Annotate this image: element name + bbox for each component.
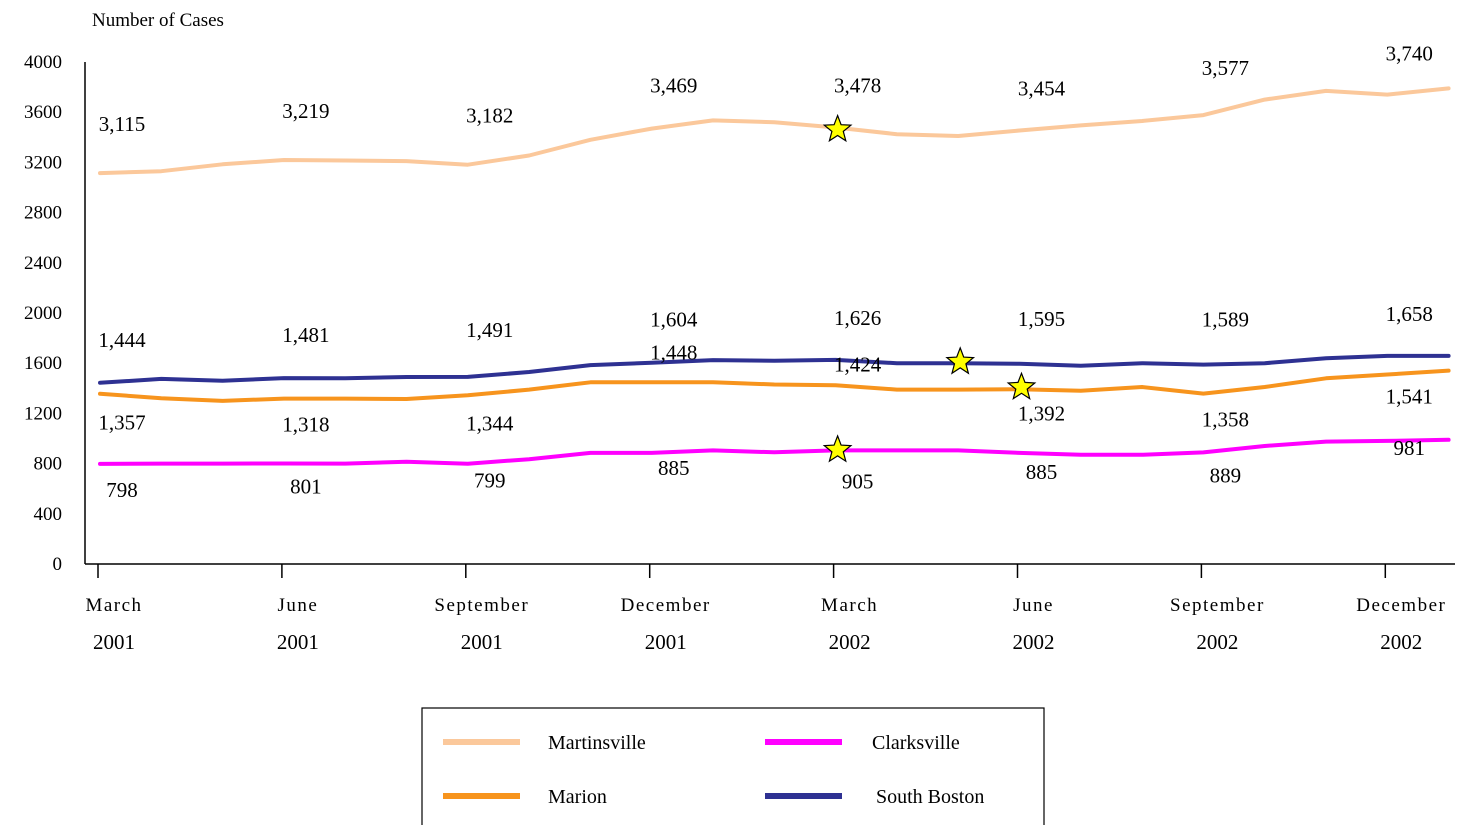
- y-tick-label: 1200: [24, 403, 62, 424]
- legend-label: Marion: [548, 786, 607, 808]
- markers: [822, 113, 1037, 463]
- data-label: 1,604: [650, 308, 698, 332]
- star-marker: [822, 434, 853, 463]
- legend-label: South Boston: [876, 786, 984, 808]
- data-label: 885: [658, 456, 690, 480]
- data-label: 1,358: [1202, 408, 1249, 432]
- data-label: 1,658: [1386, 302, 1433, 326]
- data-label: 905: [842, 469, 874, 493]
- y-tick-label: 3600: [24, 102, 62, 123]
- data-label: 798: [106, 478, 138, 502]
- x-tick-month-label: March: [85, 595, 142, 616]
- star-marker: [822, 113, 853, 143]
- x-tick-month-label: March: [821, 595, 878, 616]
- y-tick-label: 0: [53, 554, 63, 575]
- data-label: 889: [1210, 463, 1242, 487]
- data-label: 801: [290, 474, 322, 498]
- y-tick-label: 4000: [24, 52, 62, 73]
- legend-label: Clarksville: [872, 732, 960, 754]
- data-label: 1,424: [834, 352, 882, 376]
- x-tick-year-label: 2001: [93, 630, 135, 654]
- data-label: 3,577: [1202, 56, 1249, 80]
- data-label: 1,481: [282, 323, 329, 347]
- y-tick-label: 2400: [24, 253, 62, 274]
- legend: Martinsville Clarksville Marion South Bosto…: [421, 707, 1045, 825]
- data-label: 3,454: [1018, 77, 1066, 101]
- data-label: 1,491: [466, 318, 513, 342]
- data-label: 3,478: [834, 74, 881, 98]
- data-label: 1,318: [282, 413, 329, 437]
- x-tick-year-label: 2002: [1380, 630, 1422, 654]
- y-tick-label: 2800: [24, 203, 62, 224]
- data-label: 1,589: [1202, 308, 1249, 332]
- data-label: 1,541: [1386, 384, 1433, 408]
- data-label: 1,444: [98, 328, 146, 352]
- axes: 0 400 800 1200 1600 2000 2400 2800 3200 3600 4000 M…: [24, 52, 1455, 654]
- data-label: 799: [474, 469, 506, 493]
- data-label: 1,626: [834, 306, 881, 330]
- x-tick-month-label: September: [434, 595, 529, 616]
- data-label: 3,115: [99, 112, 145, 136]
- x-tick-year-label: 2002: [829, 630, 871, 654]
- data-label: 1,595: [1018, 307, 1065, 331]
- series-line-marion: [98, 368, 1451, 403]
- series-line-martinsville: [98, 86, 1451, 176]
- y-tick-label: 400: [34, 504, 63, 525]
- x-tick-month-label: September: [1170, 595, 1265, 616]
- series-line-south-boston: [98, 353, 1451, 385]
- legend-label: Martinsville: [548, 732, 646, 754]
- x-tick-month-label: December: [1356, 595, 1446, 616]
- data-label: 3,182: [466, 104, 513, 128]
- y-tick-label: 1600: [24, 353, 62, 374]
- data-label: 1,357: [98, 411, 145, 435]
- data-label: 3,740: [1386, 42, 1433, 66]
- x-tick-year-label: 2002: [1196, 630, 1238, 654]
- y-tick-label: 800: [34, 454, 63, 475]
- y-tick-label: 2000: [24, 303, 62, 324]
- x-tick-month-label: December: [621, 595, 711, 616]
- data-label: 3,469: [650, 74, 697, 98]
- x-tick-year-label: 2001: [277, 630, 319, 654]
- series-line-clarksville: [98, 437, 1451, 466]
- data-labels: 3,115 3,219 3,182 3,469 3,478 3,454 3,577 3,740…: [98, 42, 1433, 502]
- star-marker: [945, 346, 976, 375]
- x-tick-year-label: 2001: [645, 630, 687, 654]
- y-axis-title: Number of Cases: [92, 10, 224, 31]
- data-label: 3,219: [282, 99, 329, 123]
- x-tick-year-label: 2001: [461, 630, 503, 654]
- star-marker: [1006, 371, 1037, 400]
- series-lines: [98, 86, 1451, 466]
- data-label: 1,344: [466, 411, 514, 435]
- data-label: 885: [1026, 460, 1058, 484]
- y-tick-label: 3200: [24, 152, 62, 173]
- data-label: 981: [1394, 436, 1426, 460]
- x-tick-month-label: June: [277, 595, 318, 616]
- x-tick-year-label: 2002: [1013, 630, 1055, 654]
- data-label: 1,392: [1018, 401, 1065, 425]
- x-tick-month-label: June: [1013, 595, 1054, 616]
- legend-box: [421, 707, 1045, 825]
- data-label: 1,448: [650, 340, 697, 364]
